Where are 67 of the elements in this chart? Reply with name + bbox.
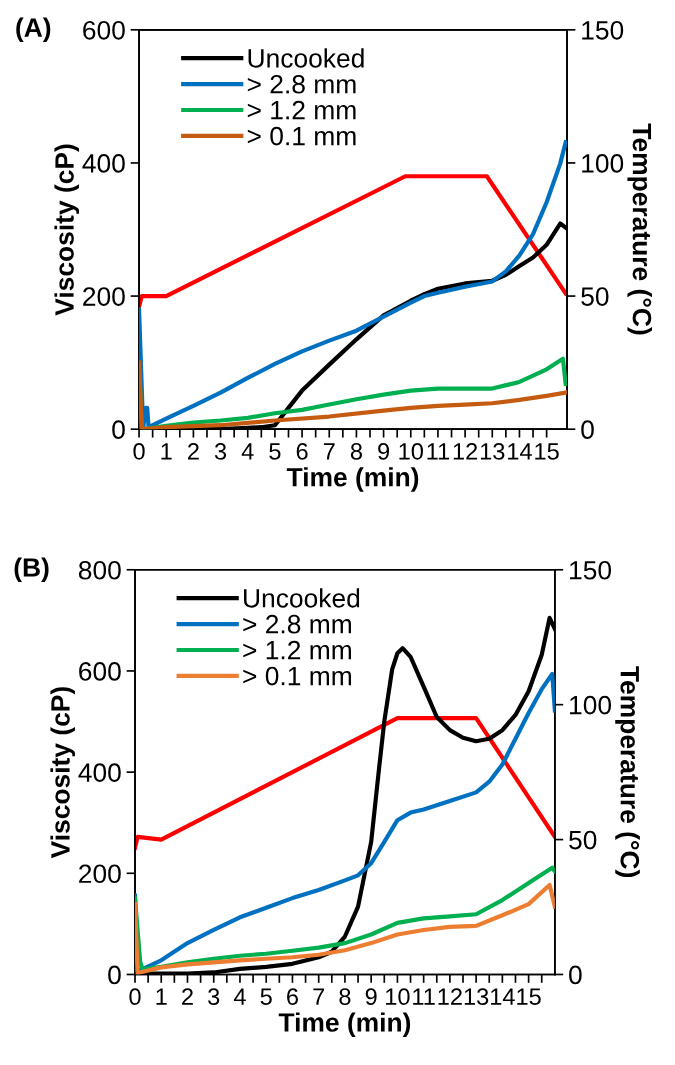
legend-label: Uncooked — [244, 588, 360, 608]
x-tick-label: 14 — [508, 443, 532, 460]
y2-axis-title: Temperature (°C) — [615, 666, 640, 878]
x-tick-label: 0 — [129, 988, 141, 1006]
x-tick-label: 11 — [427, 443, 450, 460]
x-tick-label: 15 — [517, 988, 541, 1006]
y2-tick-label: 100 — [582, 154, 624, 173]
legend-label: > 1.2 mm — [243, 640, 351, 660]
x-tick-label: 6 — [296, 443, 308, 460]
chart-title: (B) — [14, 557, 49, 583]
x-tick-label: 8 — [350, 443, 362, 460]
x-tick-label: 4 — [233, 988, 246, 1005]
y2-tick-label: 150 — [570, 560, 612, 580]
x-tick-label: 10 — [386, 988, 410, 1006]
y2-tick-label: 100 — [570, 695, 612, 715]
x-tick-label: 0 — [133, 443, 145, 460]
x-tick-label: 10 — [399, 443, 423, 460]
x-tick-label: 1 — [161, 443, 172, 460]
y2-tick-label: 50 — [569, 830, 597, 850]
legend-label: > 1.2 mm — [247, 100, 356, 120]
legend-label: > 2.8 mm — [247, 74, 356, 94]
y2-tick-label: 0 — [569, 965, 582, 985]
chart-title: (A) — [16, 17, 51, 43]
x-tick-label: 1 — [156, 988, 167, 1005]
y2-tick-label: 0 — [581, 420, 594, 440]
x-tick-label: 3 — [208, 988, 220, 1006]
line-series — [135, 716, 555, 850]
x-tick-label: 3 — [214, 443, 227, 460]
y2-axis-title: Temperature (°C) — [627, 123, 652, 335]
x-tick-label: 6 — [287, 988, 298, 1006]
x-tick-label: 5 — [260, 988, 272, 1006]
y-tick-label: 600 — [79, 662, 121, 681]
y2-tick-label: 150 — [582, 20, 624, 40]
y-tick-label: 200 — [79, 864, 121, 884]
y-axis-title: Viscosity (cP) — [50, 687, 75, 859]
x-tick-label: 8 — [339, 988, 351, 1006]
x-tick-label: 5 — [269, 443, 281, 460]
y-tick-label: 400 — [82, 154, 125, 173]
x-tick-label: 9 — [365, 988, 377, 1006]
y2-tick-label: 50 — [581, 287, 609, 306]
x-tick-label: 2 — [182, 988, 193, 1005]
x-tick-label: 12 — [453, 443, 478, 460]
x-tick-label: 7 — [313, 988, 325, 1005]
legend-label: > 2.8 mm — [243, 614, 351, 634]
x-axis-title: Time (min) — [278, 1012, 411, 1038]
y-axis-title: Viscosity (cP) — [54, 144, 80, 316]
x-tick-label: 14 — [491, 988, 515, 1005]
y-tick-label: 600 — [83, 20, 125, 40]
legend-label: > 0.1 mm — [243, 666, 351, 686]
legend-label: Uncooked — [248, 48, 364, 68]
y-tick-label: 400 — [78, 763, 121, 782]
line-series — [139, 174, 567, 309]
x-tick-label: 13 — [464, 988, 489, 1006]
legend-label: > 0.1 mm — [247, 126, 356, 146]
x-tick-label: 13 — [480, 443, 505, 460]
x-tick-label: 4 — [241, 443, 254, 460]
y-tick-label: 800 — [78, 560, 121, 580]
x-tick-label: 9 — [378, 443, 390, 460]
x-tick-label: 12 — [438, 988, 462, 1005]
x-tick-label: 15 — [535, 443, 559, 460]
x-tick-label: 2 — [188, 443, 199, 460]
y-tick-label: 0 — [108, 965, 121, 985]
y-tick-label: 0 — [112, 420, 125, 440]
x-tick-label: 11 — [413, 988, 435, 1005]
x-axis-title: Time (min) — [286, 467, 419, 492]
y-tick-label: 200 — [83, 287, 125, 306]
x-tick-label: 7 — [323, 443, 335, 460]
